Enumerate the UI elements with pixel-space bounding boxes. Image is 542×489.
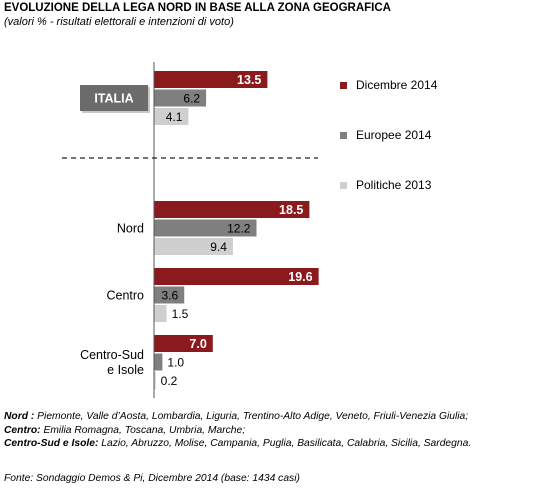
category-label-nord: Nord: [117, 222, 144, 236]
legend-swatch-politiche: [340, 181, 347, 189]
italia-box: [80, 85, 148, 111]
chart-subtitle: (valori % - risultati elettorali e inten…: [4, 16, 234, 28]
data-label-politiche-nord: 9.4: [210, 240, 227, 254]
category-label-centro: Centro: [106, 289, 144, 303]
bar-europee-nord: [154, 219, 257, 237]
legend-label-europee: Europee 2014: [356, 128, 432, 142]
note-centro-sud: Centro-Sud e Isole: Lazio, Abruzzo, Moli…: [4, 437, 471, 451]
data-label-europee-italia: 6.2: [183, 91, 200, 105]
data-label-europee-centro: 3.6: [162, 288, 179, 302]
bar-politiche-nord: [154, 238, 233, 255]
bar-dicembre-nord: [154, 201, 310, 218]
note-nord-label: Nord :: [4, 411, 35, 422]
data-label-dicembre-centro-sud-e-isole: 7.0: [189, 337, 206, 351]
legend-item-politiche: Politiche 2013: [340, 178, 431, 192]
legend-item-dicembre: Dicembre 2014: [340, 78, 437, 92]
data-label-politiche-italia: 4.1: [166, 110, 183, 124]
category-label-italia: ITALIA: [94, 92, 133, 106]
bar-chart: ITALIA 13.5 6.24.1 Nord 18.5 12.29.4 Centro 19.…: [62, 62, 319, 398]
legend-swatch-dicembre: [340, 81, 347, 89]
legend-label-dicembre: Dicembre 2014: [356, 78, 438, 92]
data-label-europee-centro-sud-e-isole: 1.0: [167, 355, 184, 369]
bar-europee-centro: [154, 286, 185, 304]
bar-politiche-centro: [154, 305, 167, 322]
note-centro: Centro: Emilia Romagna, Toscana, Umbria,…: [4, 424, 471, 438]
note-centro-sud-label: Centro-Sud e Isole:: [4, 438, 99, 449]
bar-dicembre-italia: [154, 71, 268, 88]
bar-europee-centro-sud-e-isole: [154, 353, 163, 371]
chart-title: EVOLUZIONE DELLA LEGA NORD IN BASE ALLA …: [4, 2, 391, 14]
legend-swatch-europee: [340, 131, 347, 139]
data-label-politiche-centro: 1.5: [172, 307, 189, 321]
data-label-dicembre-italia: 13.5: [237, 73, 261, 87]
data-label-dicembre-nord: 18.5: [279, 203, 303, 217]
bar-politiche-italia: [154, 108, 189, 125]
legend-label-politiche: Politiche 2013: [356, 178, 432, 192]
source-note: Fonte: Sondaggio Demos & Pi, Dicembre 20…: [4, 473, 300, 484]
region-notes: Nord : Piemonte, Valle d’Aosta, Lombardi…: [4, 410, 471, 451]
category-label-centro-sud-e-isole-line-2: e Isole: [107, 363, 144, 377]
data-label-europee-nord: 12.2: [227, 221, 251, 235]
note-centro-text: Emilia Romagna, Toscana, Umbria, Marche;: [40, 424, 246, 436]
data-label-politiche-centro-sud-e-isole: 0.2: [161, 374, 178, 388]
note-centro-sud-text: Lazio, Abruzzo, Molise, Campania, Puglia…: [98, 438, 472, 449]
note-nord: Nord : Piemonte, Valle d’Aosta, Lombardi…: [4, 410, 471, 424]
data-label-dicembre-centro: 19.6: [288, 270, 312, 284]
category-label-centro-sud-e-isole-line-1: Centro-Sud: [80, 348, 144, 362]
bar-europee-italia: [154, 89, 207, 107]
note-nord-text: Piemonte, Valle d’Aosta, Lombardia, Ligu…: [34, 411, 469, 422]
bar-dicembre-centro: [154, 268, 319, 285]
legend-item-europee: Europee 2014: [340, 128, 431, 142]
bar-dicembre-centro-sud-e-isole: [154, 335, 213, 352]
note-centro-label: Centro:: [4, 424, 41, 436]
bar-politiche-centro-sud-e-isole: [154, 372, 156, 389]
